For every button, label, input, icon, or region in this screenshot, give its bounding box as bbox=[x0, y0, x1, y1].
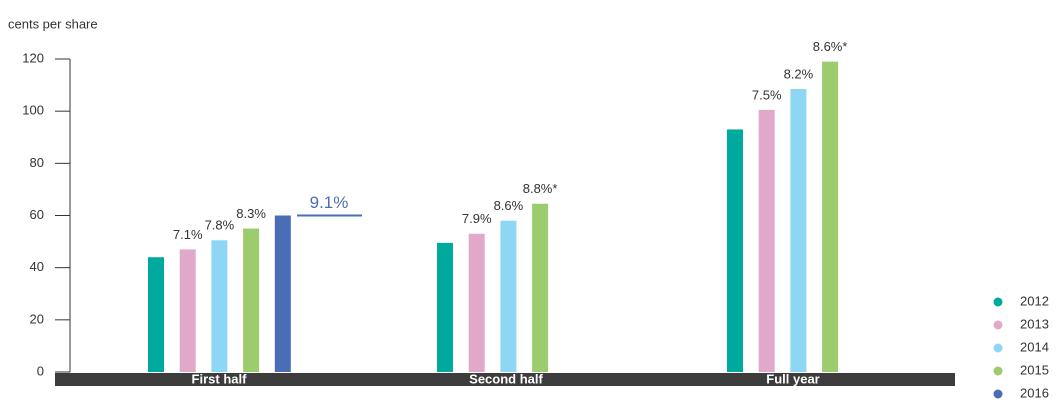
y-tick-label: 120 bbox=[22, 50, 44, 65]
bar bbox=[179, 249, 196, 372]
bar bbox=[500, 220, 517, 372]
category-band bbox=[55, 373, 955, 386]
bar-label: 7.8% bbox=[205, 218, 235, 233]
legend-swatch bbox=[993, 389, 1003, 399]
legend-swatch bbox=[993, 366, 1003, 376]
legend-swatch bbox=[993, 343, 1003, 353]
y-tick-label: 20 bbox=[30, 311, 44, 326]
x-tick-label: Full year bbox=[766, 371, 819, 386]
legend-swatch bbox=[993, 297, 1003, 307]
y-tick-label: 60 bbox=[30, 207, 44, 222]
legend-label: 2013 bbox=[1020, 316, 1049, 331]
bar-label: 7.1% bbox=[173, 227, 203, 242]
bar-label: 8.2% bbox=[784, 66, 814, 81]
bar-label: 8.8%* bbox=[523, 181, 558, 196]
bar-label: 8.3% bbox=[236, 206, 266, 221]
bar-label: 8.6% bbox=[494, 198, 524, 213]
bar-label: 7.5% bbox=[752, 87, 782, 102]
bar bbox=[243, 228, 260, 372]
bar bbox=[211, 240, 228, 372]
y-tick-label: 100 bbox=[22, 103, 44, 118]
y-axis-label: cents per share bbox=[8, 16, 98, 31]
bar bbox=[274, 215, 291, 372]
bar bbox=[532, 203, 549, 372]
bar bbox=[148, 257, 164, 372]
legend-label: 2012 bbox=[1020, 293, 1049, 308]
legend-label: 2016 bbox=[1020, 385, 1049, 400]
bar-label: 7.9% bbox=[462, 211, 492, 226]
y-tick-label: 0 bbox=[37, 363, 44, 378]
y-tick-label: 80 bbox=[30, 155, 44, 170]
bar bbox=[790, 88, 807, 372]
bar bbox=[437, 242, 453, 372]
bar bbox=[822, 61, 839, 372]
y-tick-label: 40 bbox=[30, 259, 44, 274]
bar bbox=[727, 129, 743, 372]
legend-swatch bbox=[993, 320, 1003, 330]
bar-label: 8.6%* bbox=[813, 39, 848, 54]
x-tick-label: First half bbox=[192, 371, 248, 386]
bar bbox=[758, 109, 775, 373]
highlight-label: 9.1% bbox=[310, 193, 349, 212]
bar bbox=[468, 233, 485, 372]
legend-label: 2014 bbox=[1020, 339, 1049, 354]
legend-label: 2015 bbox=[1020, 362, 1049, 377]
x-tick-label: Second half bbox=[469, 371, 543, 386]
